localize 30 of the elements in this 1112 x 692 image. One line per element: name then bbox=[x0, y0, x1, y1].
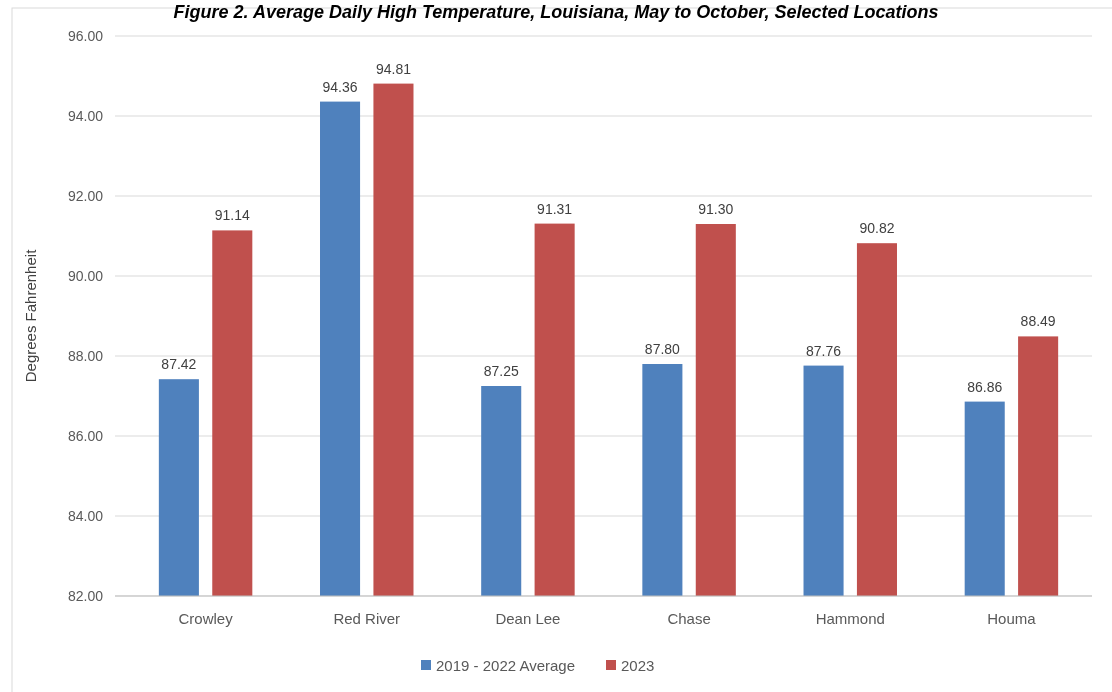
data-label: 87.80 bbox=[644, 341, 681, 357]
data-label: 91.31 bbox=[537, 200, 573, 217]
legend-label: 2019 - 2022 Average bbox=[436, 657, 576, 675]
x-tick-label: Dean Lee bbox=[495, 610, 561, 627]
data-label: 94.36 bbox=[322, 78, 358, 95]
x-tick-label: Red River bbox=[333, 610, 401, 627]
data-label: 91.14 bbox=[214, 207, 251, 224]
y-tick-label: 90.00 bbox=[67, 267, 104, 284]
data-label: 86.86 bbox=[967, 378, 1003, 395]
data-label: 94.81 bbox=[375, 60, 412, 77]
data-label: 90.82 bbox=[859, 220, 895, 237]
y-axis-title: Degrees Fahrenheit bbox=[22, 248, 39, 383]
x-tick-label: Chase bbox=[667, 610, 711, 627]
data-label: 91.30 bbox=[698, 201, 734, 217]
y-tick-label: 88.00 bbox=[67, 347, 104, 364]
y-tick-label: 86.00 bbox=[67, 427, 104, 444]
y-tick-label: 92.00 bbox=[67, 187, 104, 204]
data-label: 87.76 bbox=[806, 342, 842, 359]
data-label: 88.49 bbox=[1020, 313, 1056, 330]
x-tick-label: Crowley bbox=[178, 610, 234, 627]
y-tick-label: 84.00 bbox=[67, 507, 104, 524]
y-tick-label: 96.00 bbox=[67, 27, 104, 44]
y-tick-label: 94.00 bbox=[67, 107, 104, 124]
y-tick-label: 82.00 bbox=[67, 587, 104, 604]
data-label: 87.42 bbox=[161, 356, 197, 373]
x-tick-label: Hammond bbox=[815, 610, 885, 627]
legend-label: 2023 bbox=[621, 657, 655, 675]
x-tick-label: Houma bbox=[987, 610, 1037, 627]
data-label: 87.25 bbox=[483, 363, 519, 379]
chart-title: Figure 2. Average Daily High Temperature, Louisiana, May to October, Selected Locations bbox=[173, 2, 939, 22]
